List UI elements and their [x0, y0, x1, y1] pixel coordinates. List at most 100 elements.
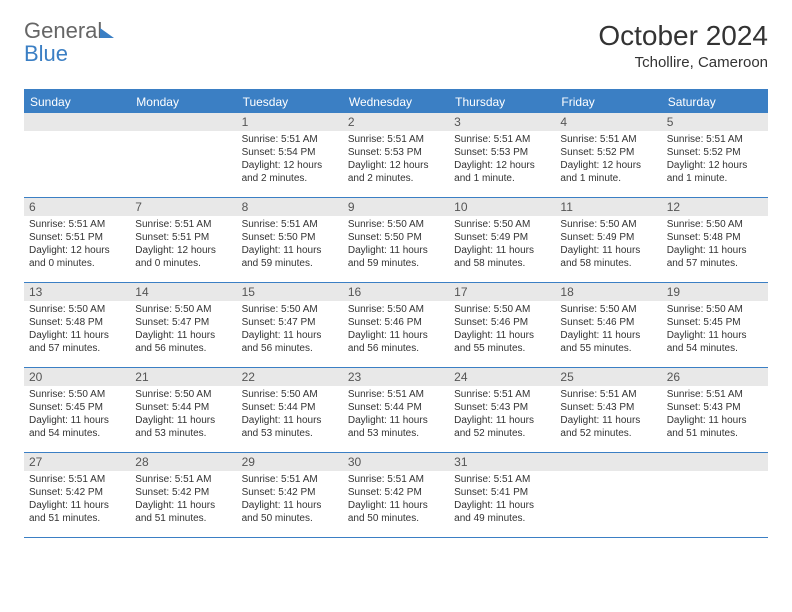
cell-body: Sunrise: 5:51 AMSunset: 5:44 PMDaylight:…: [343, 386, 449, 444]
cell-line-sr: Sunrise: 5:51 AM: [29, 473, 125, 486]
cell-line-sr: Sunrise: 5:51 AM: [348, 133, 444, 146]
cell-body: Sunrise: 5:50 AMSunset: 5:49 PMDaylight:…: [555, 216, 661, 274]
day-headers-row: SundayMondayTuesdayWednesdayThursdayFrid…: [24, 91, 768, 113]
cell-line-d2: and 49 minutes.: [454, 512, 550, 525]
cell-line-d1: Daylight: 11 hours: [454, 244, 550, 257]
cell-line-sr: Sunrise: 5:50 AM: [560, 218, 656, 231]
cell-line-d1: Daylight: 11 hours: [454, 499, 550, 512]
day-number: 4: [555, 113, 661, 131]
cell-body: Sunrise: 5:50 AMSunset: 5:50 PMDaylight:…: [343, 216, 449, 274]
week-row: 20Sunrise: 5:50 AMSunset: 5:45 PMDayligh…: [24, 368, 768, 453]
cell-line-d1: Daylight: 12 hours: [29, 244, 125, 257]
cell-line-sr: Sunrise: 5:50 AM: [560, 303, 656, 316]
cell-line-ss: Sunset: 5:44 PM: [135, 401, 231, 414]
calendar-cell: 26Sunrise: 5:51 AMSunset: 5:43 PMDayligh…: [662, 368, 768, 452]
cell-line-d2: and 53 minutes.: [242, 427, 338, 440]
cell-line-d1: Daylight: 12 hours: [135, 244, 231, 257]
cell-line-d2: and 2 minutes.: [242, 172, 338, 185]
cell-line-d2: and 2 minutes.: [348, 172, 444, 185]
calendar-cell: 1Sunrise: 5:51 AMSunset: 5:54 PMDaylight…: [237, 113, 343, 197]
cell-line-ss: Sunset: 5:42 PM: [348, 486, 444, 499]
day-number: 11: [555, 198, 661, 216]
cell-line-d1: Daylight: 11 hours: [242, 244, 338, 257]
cell-body: Sunrise: 5:51 AMSunset: 5:53 PMDaylight:…: [343, 131, 449, 189]
calendar-cell: 19Sunrise: 5:50 AMSunset: 5:45 PMDayligh…: [662, 283, 768, 367]
day-header: Sunday: [24, 91, 130, 113]
calendar-cell: 6Sunrise: 5:51 AMSunset: 5:51 PMDaylight…: [24, 198, 130, 282]
cell-line-sr: Sunrise: 5:50 AM: [29, 388, 125, 401]
cell-line-d1: Daylight: 11 hours: [348, 244, 444, 257]
calendar-cell: 29Sunrise: 5:51 AMSunset: 5:42 PMDayligh…: [237, 453, 343, 537]
calendar-cell: 22Sunrise: 5:50 AMSunset: 5:44 PMDayligh…: [237, 368, 343, 452]
cell-line-sr: Sunrise: 5:51 AM: [454, 388, 550, 401]
cell-line-ss: Sunset: 5:46 PM: [454, 316, 550, 329]
month-title: October 2024: [598, 20, 768, 52]
logo: General Blue: [24, 20, 114, 66]
day-number: [662, 453, 768, 471]
cell-line-d1: Daylight: 12 hours: [348, 159, 444, 172]
cell-line-d1: Daylight: 11 hours: [135, 414, 231, 427]
cell-line-ss: Sunset: 5:52 PM: [560, 146, 656, 159]
cell-line-d1: Daylight: 11 hours: [242, 329, 338, 342]
cell-line-d2: and 1 minute.: [667, 172, 763, 185]
calendar-cell: 8Sunrise: 5:51 AMSunset: 5:50 PMDaylight…: [237, 198, 343, 282]
cell-line-sr: Sunrise: 5:51 AM: [454, 473, 550, 486]
calendar-cell: [662, 453, 768, 537]
day-number: 28: [130, 453, 236, 471]
cell-line-d1: Daylight: 11 hours: [348, 414, 444, 427]
day-number: 21: [130, 368, 236, 386]
day-number: 19: [662, 283, 768, 301]
cell-line-d1: Daylight: 11 hours: [667, 244, 763, 257]
calendar-cell: 2Sunrise: 5:51 AMSunset: 5:53 PMDaylight…: [343, 113, 449, 197]
cell-line-d2: and 51 minutes.: [667, 427, 763, 440]
day-number: 25: [555, 368, 661, 386]
calendar-cell: 31Sunrise: 5:51 AMSunset: 5:41 PMDayligh…: [449, 453, 555, 537]
calendar-cell: [555, 453, 661, 537]
day-header: Friday: [555, 91, 661, 113]
cell-body: Sunrise: 5:50 AMSunset: 5:46 PMDaylight:…: [343, 301, 449, 359]
day-number: 26: [662, 368, 768, 386]
day-number: 9: [343, 198, 449, 216]
cell-line-ss: Sunset: 5:49 PM: [454, 231, 550, 244]
cell-line-d1: Daylight: 11 hours: [135, 499, 231, 512]
cell-body: Sunrise: 5:50 AMSunset: 5:44 PMDaylight:…: [130, 386, 236, 444]
day-header: Saturday: [662, 91, 768, 113]
cell-line-ss: Sunset: 5:45 PM: [29, 401, 125, 414]
cell-line-sr: Sunrise: 5:50 AM: [667, 218, 763, 231]
calendar-cell: 12Sunrise: 5:50 AMSunset: 5:48 PMDayligh…: [662, 198, 768, 282]
day-number: 27: [24, 453, 130, 471]
cell-line-d1: Daylight: 11 hours: [29, 414, 125, 427]
day-number: 18: [555, 283, 661, 301]
day-number: 15: [237, 283, 343, 301]
week-row: 1Sunrise: 5:51 AMSunset: 5:54 PMDaylight…: [24, 113, 768, 198]
day-number: 6: [24, 198, 130, 216]
cell-line-sr: Sunrise: 5:51 AM: [135, 473, 231, 486]
cell-line-d1: Daylight: 11 hours: [29, 499, 125, 512]
day-number: 29: [237, 453, 343, 471]
cell-line-d2: and 50 minutes.: [242, 512, 338, 525]
cell-body: Sunrise: 5:51 AMSunset: 5:42 PMDaylight:…: [24, 471, 130, 529]
day-number: [130, 113, 236, 131]
day-number: 8: [237, 198, 343, 216]
calendar-cell: 28Sunrise: 5:51 AMSunset: 5:42 PMDayligh…: [130, 453, 236, 537]
calendar-cell: [24, 113, 130, 197]
cell-line-d2: and 57 minutes.: [29, 342, 125, 355]
cell-line-ss: Sunset: 5:41 PM: [454, 486, 550, 499]
cell-line-ss: Sunset: 5:53 PM: [348, 146, 444, 159]
cell-line-d1: Daylight: 12 hours: [454, 159, 550, 172]
cell-body: Sunrise: 5:50 AMSunset: 5:46 PMDaylight:…: [449, 301, 555, 359]
cell-line-ss: Sunset: 5:50 PM: [348, 231, 444, 244]
cell-line-ss: Sunset: 5:48 PM: [29, 316, 125, 329]
cell-body: Sunrise: 5:51 AMSunset: 5:42 PMDaylight:…: [130, 471, 236, 529]
calendar-cell: 15Sunrise: 5:50 AMSunset: 5:47 PMDayligh…: [237, 283, 343, 367]
cell-line-ss: Sunset: 5:42 PM: [242, 486, 338, 499]
calendar-cell: 10Sunrise: 5:50 AMSunset: 5:49 PMDayligh…: [449, 198, 555, 282]
cell-line-ss: Sunset: 5:51 PM: [135, 231, 231, 244]
cell-line-sr: Sunrise: 5:51 AM: [560, 133, 656, 146]
day-number: 30: [343, 453, 449, 471]
cell-line-sr: Sunrise: 5:50 AM: [242, 388, 338, 401]
cell-line-d2: and 56 minutes.: [135, 342, 231, 355]
day-number: [24, 113, 130, 131]
cell-line-d2: and 53 minutes.: [135, 427, 231, 440]
calendar-cell: 16Sunrise: 5:50 AMSunset: 5:46 PMDayligh…: [343, 283, 449, 367]
